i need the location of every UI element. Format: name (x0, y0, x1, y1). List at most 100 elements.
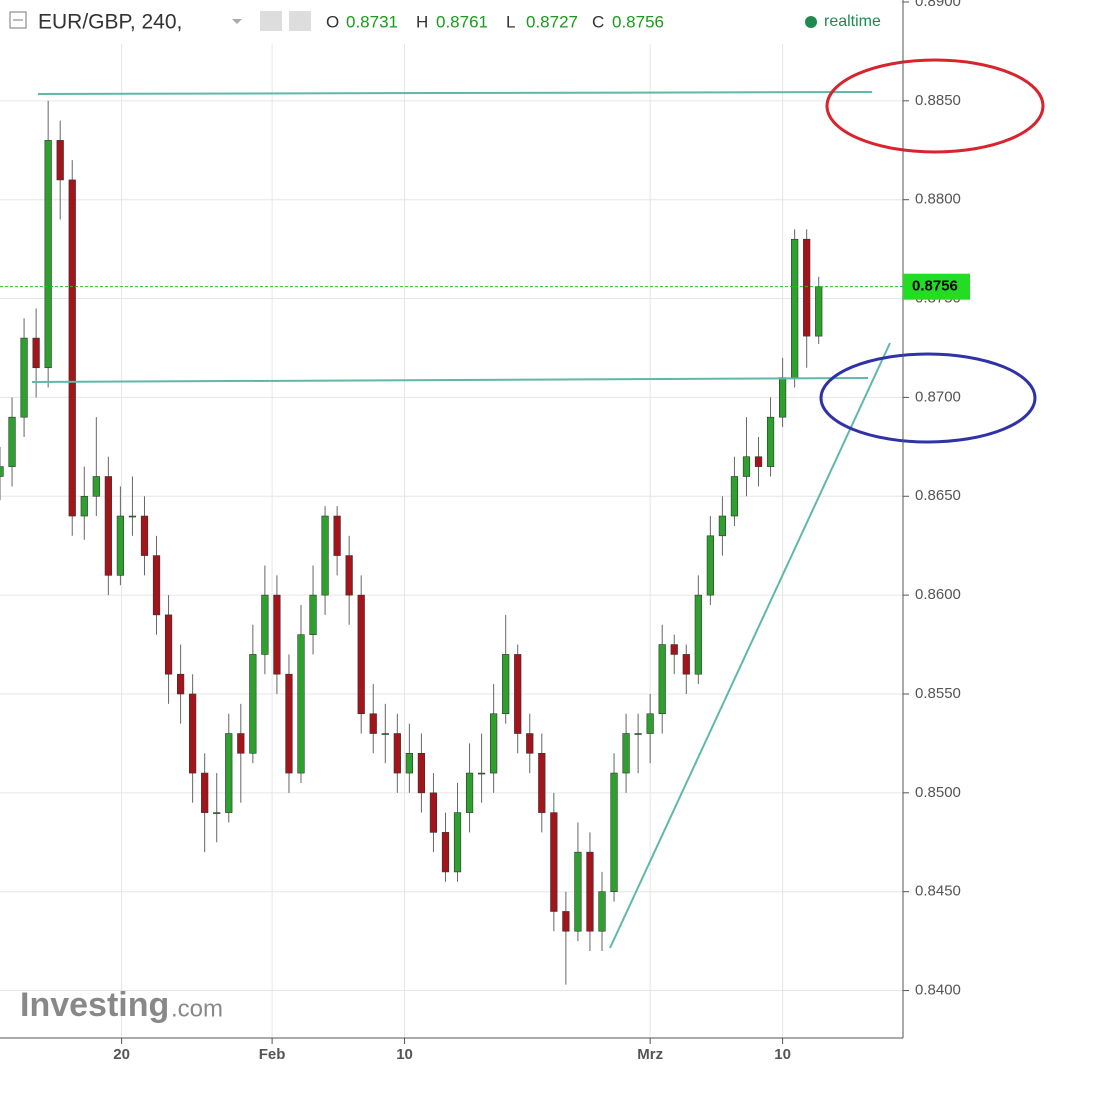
candle-body (285, 673, 293, 774)
candle-body (164, 614, 173, 675)
candle-body (176, 673, 185, 695)
y-tick-label: 0.8700 (915, 388, 961, 405)
y-tick-label: 0.8850 (915, 92, 961, 109)
candle-body (815, 286, 823, 337)
y-tick-label: 0.8550 (915, 685, 961, 702)
candle-body (718, 515, 727, 537)
candle-body (116, 515, 125, 576)
candle-body (357, 594, 365, 715)
candle-body (574, 851, 582, 932)
candle-body (237, 733, 245, 754)
candle-body (20, 337, 28, 418)
status-dot (805, 16, 817, 28)
candle-body (562, 911, 570, 932)
candle-body (778, 377, 787, 418)
y-tick-label: 0.8400 (915, 982, 961, 999)
candle-body (345, 555, 353, 596)
x-tick-label: 20 (113, 1046, 130, 1063)
y-tick-label: 0.8500 (915, 784, 961, 801)
candle-body (610, 772, 618, 892)
header-bg (0, 0, 900, 44)
trend-line (609, 342, 891, 949)
candle-body (189, 693, 197, 774)
y-tick-label: 0.8600 (915, 586, 961, 603)
candle-body (441, 832, 450, 873)
candle-body (514, 654, 522, 734)
candles (0, 100, 823, 985)
y-tick-label: 0.8800 (915, 191, 961, 208)
last-price-label: 0.8756 (912, 278, 958, 295)
candle-body (8, 416, 16, 467)
candle-body (369, 713, 377, 734)
candle-body (550, 812, 558, 912)
candle-body (309, 594, 317, 635)
candle-body (297, 634, 305, 774)
candle-body (56, 140, 64, 181)
candle-body (586, 851, 594, 932)
candle-body (754, 456, 763, 467)
ohlc-value: 0.8731 (346, 12, 398, 31)
x-tick-label: Feb (259, 1046, 286, 1063)
candle-body (670, 644, 678, 655)
highlight-ellipse (819, 352, 1037, 444)
y-tick-label: 0.8450 (915, 883, 961, 900)
candle-body (706, 535, 714, 596)
candle-body (730, 476, 739, 517)
candle-body (526, 733, 534, 754)
candle-body (453, 812, 462, 873)
ohlc-label: O (326, 12, 339, 31)
ohlc-value: 0.8756 (612, 12, 664, 31)
candle-body (490, 713, 498, 774)
axes: 0.8400 0.8450 0.8500 0.8550 0.8600 0.8650 0.87… (0, 0, 970, 1063)
candle-body (502, 654, 510, 715)
x-tick-label: 10 (396, 1046, 413, 1063)
last-price-box (903, 273, 970, 300)
candle-body (0, 466, 4, 477)
candle-body (32, 337, 40, 369)
highlight-ellipse (825, 58, 1045, 154)
candle-body (273, 594, 281, 675)
y-tick-label: 0.8650 (915, 487, 961, 504)
candle-body (682, 654, 690, 675)
symbol-title: EUR/GBP, 240, (38, 11, 182, 34)
candle-body (417, 752, 426, 794)
candle-body (646, 713, 654, 734)
grid (0, 0, 903, 1038)
candle-body (225, 733, 233, 813)
ohlc-label: L (506, 12, 515, 31)
status: realtime (824, 13, 881, 30)
candle-body (80, 495, 88, 517)
settings-icon[interactable] (289, 11, 311, 31)
candle-body (333, 515, 341, 556)
candle-body (321, 515, 329, 596)
dropdown-icon[interactable] (232, 19, 242, 24)
candle-body (213, 812, 221, 814)
candle-body (622, 733, 630, 774)
candle-body (477, 772, 486, 775)
candle-body (742, 456, 751, 477)
candle-body (791, 238, 799, 378)
watermark: .com (171, 995, 223, 1022)
ohlc-label: H (416, 12, 428, 31)
collapse-icon[interactable] (9, 11, 27, 29)
resistance-line (37, 91, 873, 95)
ohlc-value: 0.8761 (436, 12, 488, 31)
candle-body (381, 733, 389, 735)
candle-body (128, 515, 137, 518)
candle-body (766, 416, 775, 467)
candle-body (249, 654, 257, 754)
candle-body (68, 179, 76, 517)
candle-body (44, 140, 52, 369)
support-line (31, 377, 869, 383)
candle-body (538, 752, 546, 813)
candle-body (634, 733, 642, 735)
candle-body (261, 594, 269, 655)
candle-body (429, 792, 438, 833)
candle-body (405, 752, 413, 774)
x-tick-label: 10 (774, 1046, 791, 1063)
candle-body (598, 891, 606, 932)
eye-icon[interactable] (260, 11, 282, 31)
y-tick-label: 0.8900 (915, 0, 961, 10)
candle-body (201, 772, 209, 813)
